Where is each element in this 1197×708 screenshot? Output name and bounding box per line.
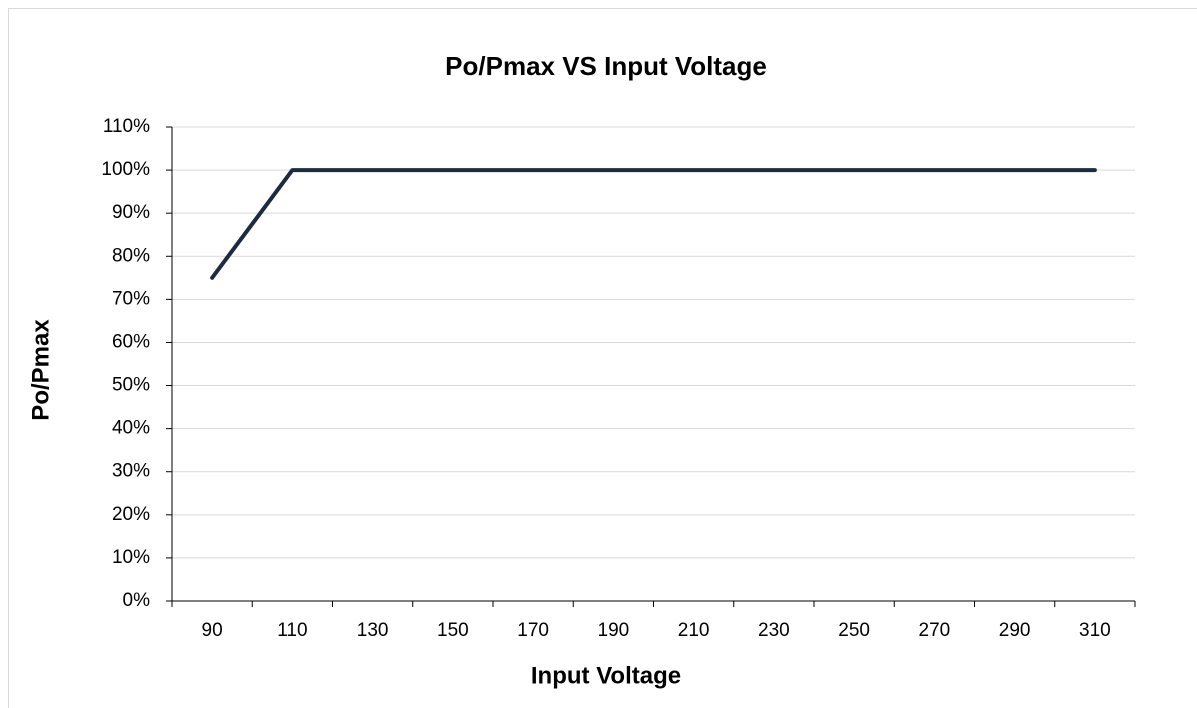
x-tick-label: 310	[1079, 620, 1111, 641]
y-tick-label: 20%	[112, 504, 150, 525]
y-tick-label: 30%	[112, 461, 150, 482]
x-tick-label: 170	[517, 620, 549, 641]
y-tick-label: 100%	[101, 159, 150, 180]
data-line	[210, 168, 1097, 280]
x-tick-label: 90	[202, 620, 223, 641]
x-tick-label: 270	[919, 620, 951, 641]
y-axis-label: Po/Pmax	[27, 319, 54, 421]
y-tick-label: 70%	[112, 288, 150, 309]
chart-frame	[8, 8, 1197, 708]
x-tick-label: 130	[357, 620, 389, 641]
x-tick-label: 150	[437, 620, 469, 641]
y-tick-label: 110%	[103, 116, 150, 137]
y-tick-label: 90%	[112, 202, 150, 223]
x-axis-label: Input Voltage	[531, 662, 681, 689]
x-tick-label: 210	[678, 620, 710, 641]
x-tick-label: 190	[598, 620, 630, 641]
x-tick-label: 110	[277, 620, 307, 641]
x-tick-label: 230	[758, 620, 790, 641]
x-tick-label: 290	[999, 620, 1031, 641]
y-tick-label: 40%	[112, 418, 150, 439]
y-tick-label: 0%	[123, 590, 151, 611]
y-tick-label: 80%	[112, 245, 150, 266]
x-tick-label: 250	[838, 620, 870, 641]
y-tick-label: 10%	[112, 547, 150, 568]
y-tick-label: 50%	[112, 375, 150, 396]
chart-title: Po/Pmax VS Input Voltage	[445, 51, 767, 81]
y-tick-label: 60%	[112, 331, 150, 352]
